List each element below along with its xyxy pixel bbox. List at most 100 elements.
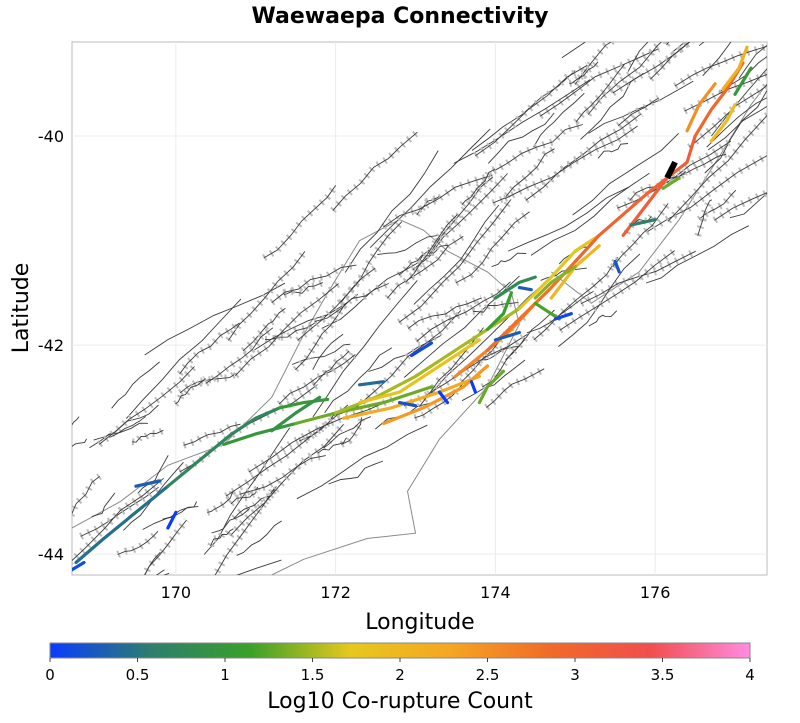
background-fault [98,366,195,445]
background-fault [205,327,274,384]
corupture-section [613,259,621,274]
colorbar-tick-label: 3.5 [651,666,675,684]
background-fault [530,172,650,256]
corupture-section [661,176,681,190]
background-fault [539,48,659,117]
background-fault [738,44,767,79]
background-fault [684,73,767,112]
background-fault [768,146,800,172]
background-fault [109,415,147,438]
background-fault [179,322,240,375]
background-fault [486,368,545,408]
background-fault [461,359,526,402]
colorbar-ticks: 0 0.5 1 1.5 2 2.5 3 3.5 4 [45,658,755,684]
fault-outline [714,0,785,24]
background-fault [72,416,80,426]
background-fault [504,125,638,200]
x-axis-label: Longitude [365,610,474,635]
background-fault [369,128,491,248]
background-fault [283,282,323,296]
background-fault [405,214,458,283]
background-fault [117,530,159,555]
corupture-section [533,265,577,300]
background-fault [398,249,430,276]
background-fault [125,298,242,419]
corupture-section [222,421,298,446]
background-fault [324,347,393,413]
background-fault [533,256,619,341]
background-fault [461,168,496,205]
background-fault [137,455,169,494]
background-fault [340,221,403,303]
background-fault [666,42,670,46]
corupture-section [721,45,749,91]
background-fault [418,244,448,262]
background-fault [398,199,512,323]
background-fault [214,488,275,575]
corupture-section [493,275,537,300]
background-fault [617,140,732,209]
background-fault [211,508,250,534]
background-fault [228,251,306,341]
background-fault [572,132,680,216]
background-fault [377,235,438,255]
x-tick-label: 172 [320,583,351,602]
background-fault [428,176,493,255]
colorbar-tick-label: 0 [45,666,55,684]
background-fault [689,84,767,148]
background-fault [317,437,347,454]
colorbar-tick-label: 2 [395,666,405,684]
background-fault [144,551,161,575]
corupture-section [397,401,418,408]
corupture-section [342,374,481,420]
background-fault [323,416,371,449]
background-fault [248,398,394,473]
colorbar-tick-label: 2.5 [476,666,500,684]
background-fault [588,310,618,327]
background-fault [407,297,482,329]
background-fault [332,131,418,211]
background-fault [111,361,160,409]
highlighted-section [664,160,678,180]
corupture-section [573,176,669,264]
corupture-section [437,390,450,405]
background-fault [207,490,234,513]
background-fault [525,113,642,201]
background-fault [413,204,500,305]
y-tick-label: -40 [38,127,64,146]
background-fault [656,0,795,36]
background-fault [580,250,696,305]
background-fault [295,303,346,371]
background-fault [236,520,282,556]
background-fault [297,267,376,341]
background-fault [254,294,359,351]
corupture-section [358,338,481,405]
background-fault [597,143,629,159]
background-fault [183,423,241,446]
corupture-section [517,233,601,311]
background-fault [697,199,713,236]
x-tick-label: 176 [640,583,671,602]
corupture-section [166,406,282,488]
background-fault [674,46,767,87]
background-fault [242,307,286,352]
background-fault [612,203,669,267]
background-fault [471,70,576,151]
background-fault [569,61,599,84]
background-fault [493,124,584,172]
background-fault [472,301,519,313]
background-fault [72,438,87,447]
background-fault [230,486,259,505]
background-fault [714,192,767,221]
corupture-section [485,291,513,331]
background-fault [779,0,800,7]
background-fault [412,173,508,271]
background-fault [575,64,625,123]
corupture-section [553,312,573,321]
fault-outline [663,42,674,47]
corupture-section [134,479,162,488]
colorbar [49,642,751,659]
background-fault [475,64,588,157]
background-fault [645,225,750,284]
